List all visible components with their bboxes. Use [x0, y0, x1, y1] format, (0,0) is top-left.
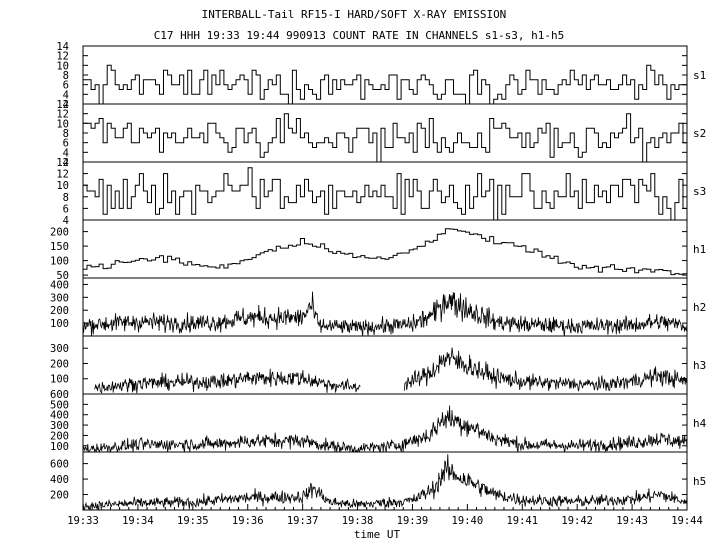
- x-tick-label: 19:41: [506, 515, 538, 527]
- panel-frame: [82, 219, 688, 279]
- y-tick-label: 100: [50, 441, 69, 453]
- y-tick-label: 200: [50, 305, 69, 317]
- y-tick-label: 14: [56, 41, 69, 53]
- y-tick-label: 10: [56, 180, 69, 192]
- y-tick-label: 2: [63, 157, 69, 169]
- y-tick-label: 300: [50, 420, 69, 432]
- y-tick-label: 600: [50, 389, 69, 401]
- y-tick-label: 10: [56, 60, 69, 72]
- series-line-h4: [83, 405, 687, 452]
- y-tick-label: 150: [50, 241, 69, 253]
- series-label-h5: h5: [693, 475, 706, 488]
- x-tick-label: 19:36: [232, 515, 264, 527]
- x-tick-label: 19:43: [616, 515, 648, 527]
- series-label-s2: s2: [693, 127, 706, 140]
- y-tick-label: 50: [56, 270, 69, 282]
- series-line-h3: [94, 347, 687, 394]
- x-tick-label: 19:40: [452, 515, 484, 527]
- series-label-s1: s1: [693, 69, 706, 82]
- y-tick-label: 200: [50, 490, 69, 502]
- y-tick-label: 200: [50, 430, 69, 442]
- y-tick-label: 4: [63, 147, 69, 159]
- x-tick-label: 19:38: [342, 515, 374, 527]
- y-tick-label: 6: [63, 138, 69, 150]
- y-tick-label: 200: [50, 358, 69, 370]
- x-tick-label: 19:37: [287, 515, 319, 527]
- series-line-h5: [83, 454, 687, 510]
- y-tick-label: 500: [50, 399, 69, 411]
- series-line-s1: [83, 64, 687, 104]
- x-tick-label: 19:39: [397, 515, 429, 527]
- y-tick-label: 400: [50, 279, 69, 291]
- panel-h5: 200 400 600 h5: [50, 451, 706, 511]
- panel-h3: 100 200 300 h3: [50, 335, 706, 395]
- panel-h1: 50 100 150 200 h1: [50, 219, 706, 282]
- y-tick-label: 8: [63, 192, 69, 204]
- series-label-h2: h2: [693, 301, 706, 314]
- series-line-h1: [83, 228, 687, 276]
- chart-subtitle: C17 HHH 19:33 19:44 990913 COUNT RATE IN…: [154, 29, 565, 42]
- series-label-s3: s3: [693, 185, 706, 198]
- y-tick-label: 100: [50, 318, 69, 330]
- y-tick-label: 12: [56, 109, 69, 121]
- x-tick-label: 19:35: [177, 515, 209, 527]
- series-line-s3: [83, 167, 687, 220]
- y-tick-label: 400: [50, 410, 69, 422]
- y-tick-label: 6: [63, 80, 69, 92]
- y-tick-label: 600: [50, 459, 69, 471]
- y-tick-label: 14: [56, 99, 69, 111]
- x-tick-label: 19:33: [67, 515, 99, 527]
- x-tick-label: 19:42: [561, 515, 593, 527]
- y-tick-label: 12: [56, 169, 69, 181]
- y-tick-label: 8: [63, 128, 69, 140]
- y-tick-label: 10: [56, 118, 69, 130]
- y-tick-label: 400: [50, 474, 69, 486]
- panel-group: 2468101214s12468101214s2468101214s350100…: [50, 41, 707, 511]
- y-tick-label: 100: [50, 374, 69, 386]
- y-tick-label: 14: [56, 157, 69, 169]
- y-tick-label: 100: [50, 256, 69, 268]
- series-line-s2: [83, 113, 687, 162]
- series-label-h3: h3: [693, 359, 706, 372]
- y-tick-label: 4: [63, 215, 69, 227]
- y-tick-label: 2: [63, 99, 69, 111]
- x-axis: 19:33 19:34 19:35 19:36 19:37 19:38 19:39 19:40…: [67, 504, 703, 527]
- series-label-h4: h4: [693, 417, 707, 430]
- series-label-h1: h1: [693, 243, 706, 256]
- y-tick-label: 6: [63, 203, 69, 215]
- x-axis-label: time UT: [354, 528, 401, 541]
- series-line-h2: [83, 291, 687, 336]
- x-tick-label: 19:44: [671, 515, 703, 527]
- y-tick-label: 200: [50, 227, 69, 239]
- x-tick-label: 19:34: [122, 515, 154, 527]
- y-tick-label: 12: [56, 51, 69, 63]
- y-tick-label: 4: [63, 89, 69, 101]
- y-tick-label: 300: [50, 343, 69, 355]
- y-tick-label: 8: [63, 70, 69, 82]
- y-tick-label: 300: [50, 292, 69, 304]
- chart-title: INTERBALL-Tail RF15-I HARD/SOFT X-RAY EM…: [202, 8, 507, 21]
